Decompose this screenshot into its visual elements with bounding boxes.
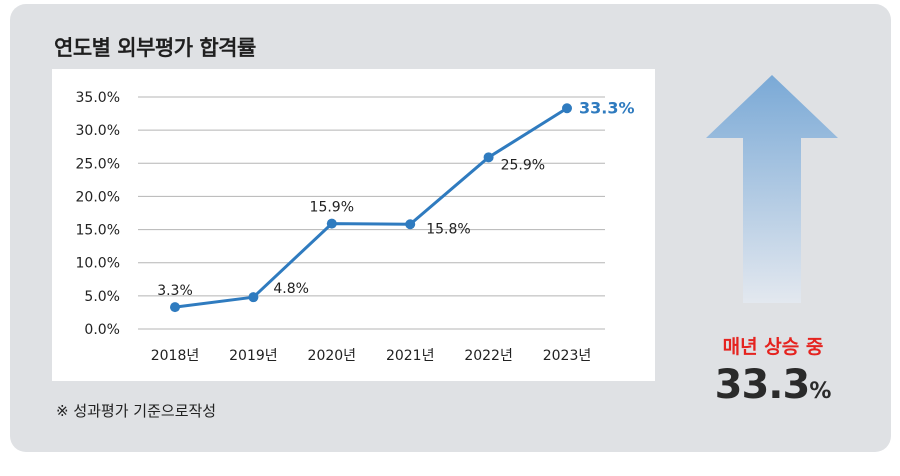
data-point [562,103,572,114]
y-tick-label: 35.0% [76,90,120,106]
data-point [483,152,494,163]
chart-title: 연도별 외부평가 합격률 [54,36,256,60]
x-tick-label: 2020년 [308,348,357,364]
y-tick-label: 15.0% [76,223,120,239]
y-tick-label: 5.0% [84,289,120,305]
y-tick-label: 20.0% [76,189,120,205]
chart-area: 0.0% 5.0% 10.0% 15.0% 20.0% 25.0% 30.0% 35.0% 20… [52,69,655,381]
data-point [405,219,416,230]
x-tick-label: 2022년 [464,348,513,364]
x-tick-label: 2019년 [229,348,278,364]
data-point [248,292,259,303]
x-tick-label: 2023년 [543,348,592,364]
y-tick-label: 30.0% [76,123,120,139]
trend-value: 33.3% [690,362,856,408]
x-tick-label: 2021년 [386,348,435,364]
trend-value-unit: % [809,379,832,404]
trend-value-number: 33.3 [714,362,811,408]
data-label: 3.3% [157,283,193,299]
y-tick-label: 0.0% [84,322,120,338]
data-label: 25.9% [501,157,545,173]
data-label: 33.3% [579,98,635,117]
footnote: ※ 성과평가 기준으로작성 [56,402,217,420]
series-line [174,106,568,309]
x-tick-label: 2018년 [151,348,200,364]
data-label: 15.9% [310,200,354,216]
data-point [170,302,180,313]
y-tick-label: 10.0% [76,256,120,272]
y-tick-label: 25.0% [76,156,120,172]
data-point [326,218,337,229]
up-arrow-icon [706,75,838,303]
data-label: 4.8% [273,281,309,297]
trend-label: 매년 상승 중 [722,336,824,358]
data-label: 15.8% [426,221,470,237]
line-chart: 0.0% 5.0% 10.0% 15.0% 20.0% 25.0% 30.0% 35.0% 20… [76,90,635,364]
